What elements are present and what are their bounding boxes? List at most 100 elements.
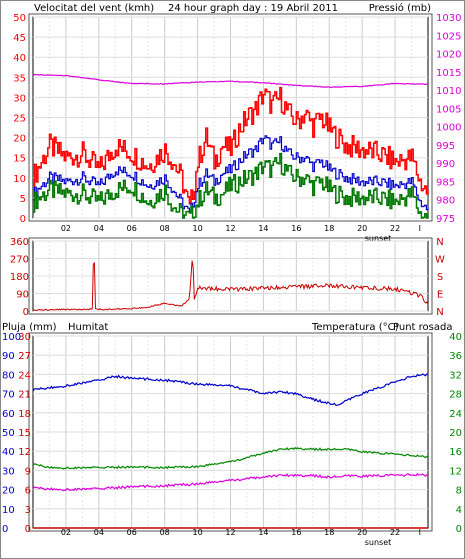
rain-y-tick-label: 27: [18, 351, 31, 362]
rain-x-tick-label: 10: [192, 528, 202, 537]
humidity-y-tick-label: 80: [2, 370, 15, 381]
sunset-label-bottom: sunset: [365, 538, 392, 547]
wind-y-tick-label: 40: [13, 53, 26, 64]
temperature-y-tick-label: 40: [449, 332, 462, 343]
wind-y-tick-label: 15: [13, 154, 26, 165]
humidity-y-tick-label: 40: [2, 447, 15, 458]
sunset-label-top: sunset: [365, 234, 392, 243]
pressure-y-tick-label: 995: [436, 141, 455, 152]
wind-x-tick-label: 14: [258, 224, 268, 233]
rain-x-tick-label: 16: [291, 528, 301, 537]
temperature-y-tick-label: 20: [449, 428, 462, 439]
rain-x-tick-label: 06: [127, 528, 137, 537]
direction-y-tick-label: 180: [10, 272, 29, 283]
pressure-y-tick-label: 990: [436, 159, 455, 170]
temperature-y-tick-label: 12: [449, 466, 462, 477]
temperature-y-tick-label: 24: [449, 409, 462, 420]
humidity-y-tick-label: 0: [2, 524, 8, 535]
rain-y-tick-label: 12: [18, 447, 31, 458]
pressure-y-tick-label: 985: [436, 177, 455, 188]
wind-axis-title: Velocitat del vent (kmh): [34, 3, 154, 14]
compass-tick-label: E: [437, 290, 443, 301]
rain-x-tick-label: 04: [94, 528, 104, 537]
direction-y-tick-label: 360: [10, 237, 29, 248]
wind-low-line: [33, 152, 429, 219]
wind-y-tick-label: 10: [13, 174, 26, 185]
humidity-y-tick-label: 20: [2, 486, 15, 497]
rain-x-tick-label: 22: [390, 528, 400, 537]
compass-tick-label: N: [436, 237, 443, 248]
rain-y-tick-label: 15: [18, 428, 31, 439]
humidity-y-tick-label: 90: [2, 351, 15, 362]
rain-x-tick-label: 08: [160, 528, 170, 537]
wind-x-tick-label: 16: [291, 224, 301, 233]
temperature-line: [32, 446, 429, 470]
wind-x-tick-label: 06: [127, 224, 137, 233]
direction-y-tick-label: 90: [16, 290, 29, 301]
rain-y-tick-label: 30: [18, 332, 31, 343]
direction-y-tick-label: 270: [10, 255, 29, 266]
humidity-line: [32, 373, 429, 406]
wind-y-tick-label: 45: [13, 33, 26, 44]
pressure-y-tick-label: 1005: [436, 104, 461, 115]
humidity-y-tick-label: 30: [2, 466, 15, 477]
wind-x-tick-label: 08: [160, 224, 170, 233]
wind-average-line: [33, 135, 429, 212]
rain-y-tick-label: 24: [18, 370, 31, 381]
rain-x-tick-label: I: [419, 528, 421, 537]
temperature-y-tick-label: 8: [456, 486, 462, 497]
wind-y-tick-label: 30: [13, 93, 26, 104]
wind-gust-line: [33, 86, 429, 205]
rain-x-tick-label: 18: [324, 528, 334, 537]
rain-y-tick-label: 21: [18, 390, 31, 401]
wind-x-tick-label: 12: [225, 224, 235, 233]
pressure-axis-title: Pressió (mb): [369, 2, 431, 14]
wind-y-tick-label: 50: [13, 13, 26, 24]
temperature-y-tick-label: 16: [449, 447, 462, 458]
humidity-y-tick-label: 70: [2, 390, 15, 401]
wind-y-tick-label: 5: [20, 194, 26, 205]
rain-y-tick-label: 9: [25, 466, 31, 477]
temperature-axis-title: Temperatura (°C): [311, 322, 399, 333]
wind-y-tick-label: 25: [13, 114, 26, 125]
humidity-y-tick-label: 100: [2, 332, 21, 343]
pressure-y-tick-label: 975: [436, 214, 455, 225]
dewpoint-axis-title: Punt rosada: [393, 322, 452, 333]
temperature-y-tick-label: 32: [449, 370, 462, 381]
wind-direction-line: [32, 260, 429, 312]
rain-y-tick-label: 6: [25, 486, 31, 497]
wind-x-tick-label: 20: [357, 224, 367, 233]
pressure-y-tick-label: 1025: [436, 31, 461, 42]
rain-x-tick-label: 12: [225, 528, 235, 537]
compass-tick-label: N: [436, 307, 443, 318]
temperature-y-tick-label: 0: [456, 524, 462, 535]
wind-y-tick-label: 35: [13, 73, 26, 84]
humidity-y-tick-label: 10: [2, 505, 15, 516]
wind-x-tick-label: 02: [61, 224, 71, 233]
graph-title: 24 hour graph day : 19 Abril 2011: [168, 3, 338, 14]
humidity-y-tick-label: 50: [2, 428, 15, 439]
wind-y-tick-label: 0: [20, 214, 26, 225]
compass-tick-label: S: [437, 272, 443, 283]
rain-axis-title: Pluja (mm): [2, 322, 57, 333]
pressure-y-tick-label: 1030: [436, 13, 461, 24]
rain-x-tick-label: 20: [357, 528, 367, 537]
pressure-y-tick-label: 1015: [436, 68, 461, 79]
dewpoint-line: [32, 472, 429, 492]
pressure-y-tick-label: 1020: [436, 50, 461, 61]
rain-y-tick-label: 18: [18, 409, 31, 420]
wind-y-tick-label: 20: [13, 134, 26, 145]
rain-y-tick-label: 3: [25, 505, 31, 516]
pressure-y-tick-label: 980: [436, 196, 455, 207]
rain-y-tick-label: 0: [25, 524, 31, 535]
direction-y-tick-label: 0: [23, 307, 29, 318]
temperature-y-tick-label: 4: [456, 505, 462, 516]
humidity-axis-title: Humitat: [68, 322, 108, 333]
wind-x-tick-label: 18: [324, 224, 334, 233]
wind-x-tick-label: 22: [390, 224, 400, 233]
wind-x-tick-label: I: [419, 224, 421, 233]
humidity-y-tick-label: 60: [2, 409, 15, 420]
temperature-y-tick-label: 36: [449, 351, 462, 362]
